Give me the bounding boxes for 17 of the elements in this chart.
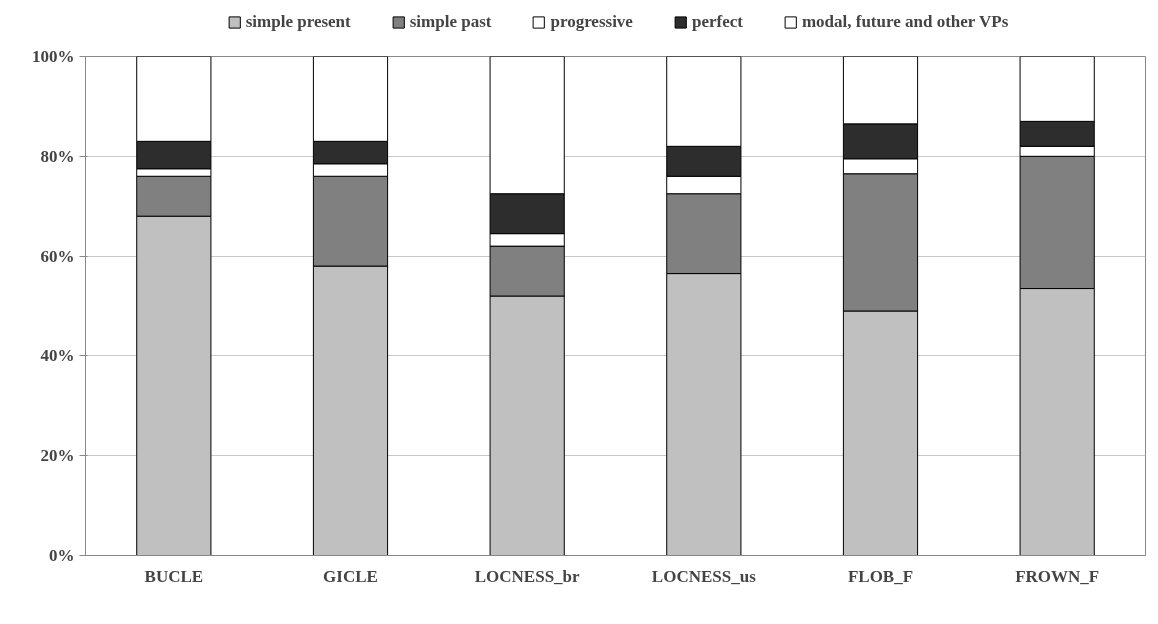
x-tick-label: LOCNESS_us bbox=[651, 566, 757, 586]
y-tick-label: 100% bbox=[32, 47, 75, 66]
legend-label: simple past bbox=[409, 12, 492, 32]
y-tick-label: 40% bbox=[40, 346, 75, 366]
legend-label: perfect bbox=[691, 12, 743, 32]
x-tick-label: FLOB_F bbox=[847, 566, 914, 586]
legend-label: progressive bbox=[550, 12, 633, 32]
y-tick-label: 0% bbox=[49, 546, 75, 565]
y-tick-label: 60% bbox=[40, 246, 75, 266]
legend-label: simple present bbox=[245, 12, 351, 32]
legend-label: modal, future and other VPs bbox=[801, 12, 1009, 32]
y-tick-label: 20% bbox=[40, 446, 75, 466]
x-tick-label: LOCNESS_br bbox=[474, 566, 581, 586]
x-tick-label: GICLE bbox=[323, 566, 378, 586]
y-tick-label: 80% bbox=[40, 146, 75, 166]
x-tick-label: BUCLE bbox=[144, 566, 204, 586]
x-tick-label: FROWN_F bbox=[1015, 566, 1100, 586]
